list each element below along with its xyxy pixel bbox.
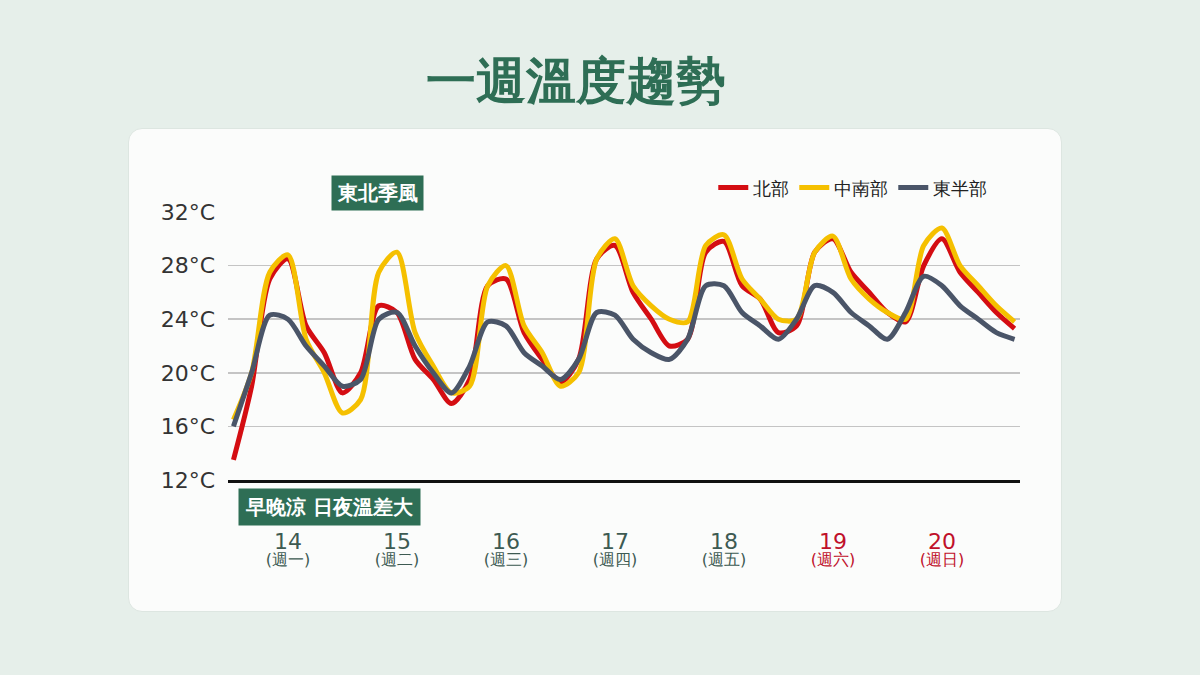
svg-text:早晚涼 日夜溫差大: 早晚涼 日夜溫差大 [245, 495, 414, 519]
svg-text:18(週五): 18(週五) [702, 529, 746, 569]
svg-text:32°C: 32°C [161, 200, 215, 225]
svg-text:北部: 北部 [753, 178, 789, 199]
svg-text:中南部: 中南部 [834, 178, 888, 199]
svg-text:20(週日): 20(週日) [920, 529, 964, 569]
svg-text:24°C: 24°C [161, 307, 215, 332]
svg-text:14(週一): 14(週一) [266, 529, 310, 569]
svg-text:12°C: 12°C [161, 468, 215, 493]
svg-text:19(週六): 19(週六) [811, 529, 855, 569]
svg-text:東半部: 東半部 [933, 178, 987, 199]
svg-text:一週溫度趨勢: 一週溫度趨勢 [426, 52, 726, 110]
svg-text:16°C: 16°C [161, 414, 215, 439]
svg-text:28°C: 28°C [161, 253, 215, 278]
svg-text:17(週四): 17(週四) [593, 529, 637, 569]
svg-text:16(週三): 16(週三) [484, 529, 528, 569]
svg-text:東北季風: 東北季風 [337, 181, 418, 205]
svg-text:15(週二): 15(週二) [375, 529, 419, 569]
svg-text:20°C: 20°C [161, 361, 215, 386]
